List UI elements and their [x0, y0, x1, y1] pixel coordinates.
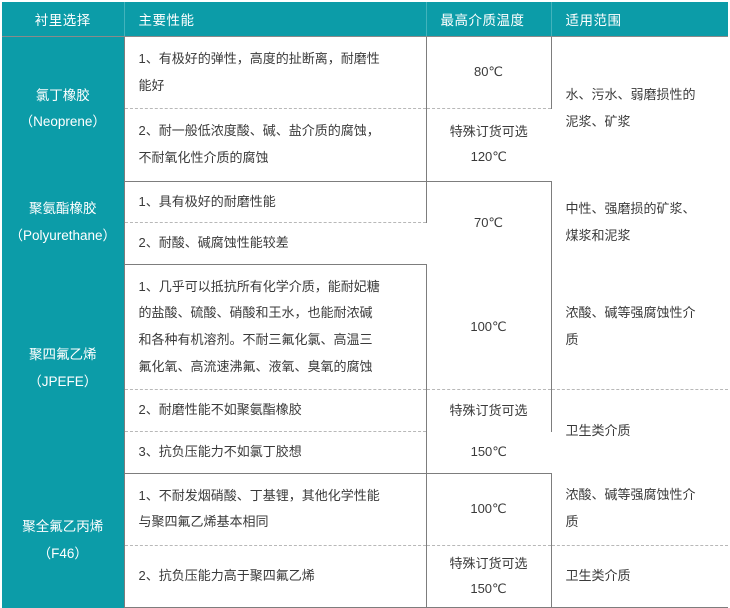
performance-line: 与聚四氟乙烯基本相同	[138, 514, 269, 530]
table-row: 3、抗负压能力不如氯丁胶想 150℃	[2, 431, 728, 474]
performance-line: 的盐酸、硫酸、硝酸和王水，也能耐浓碱	[138, 305, 373, 321]
scope-line: 浓酸、碱等强腐蚀性介	[565, 305, 696, 321]
temp-line: 特殊订货可选	[449, 555, 528, 571]
cell-scope: 浓酸、碱等强腐蚀性介 质	[551, 473, 728, 546]
material-name-cn: 聚全氟乙丙烯	[22, 519, 104, 535]
performance-line: 不耐氧化性介质的腐蚀	[138, 149, 269, 165]
cell-material: 聚四氟乙烯 （JPEFE）	[2, 264, 125, 474]
cell-material: 聚全氟乙丙烯 （F46）	[2, 473, 125, 608]
cell-performance: 1、几乎可以抵抗所有化学介质，能耐妃糖 的盐酸、硫酸、硝酸和王水，也能耐浓碱 和…	[124, 264, 427, 391]
cell-performance: 2、耐磨性能不如聚氨酯橡胶	[124, 389, 427, 433]
table-row: 聚氨酯橡胶 （Polyurethane） 1、具有极好的耐磨性能 70℃ 中性、…	[2, 181, 728, 265]
cell-max-temp: 特殊订货可选 120℃	[426, 108, 551, 182]
table-row: 氯丁橡胶 （Neoprene） 1、有极好的弹性，高度的扯断离，耐磨性 能好 8…	[2, 36, 728, 182]
column-header-scope: 适用范围	[551, 2, 728, 37]
cell-scope: 浓酸、碱等强腐蚀性介 质	[551, 264, 728, 391]
cell-performance: 2、耐酸、碱腐蚀性能较差	[124, 222, 426, 265]
scope-line: 卫生类介质	[565, 423, 631, 439]
performance-line: 1、具有极好的耐磨性能	[138, 193, 276, 209]
performance-line: 1、不耐发烟硝酸、丁基锂，其他化学性能	[138, 487, 380, 503]
scope-line: 质	[565, 514, 579, 530]
material-name-cn: 聚四氟乙烯	[29, 347, 97, 363]
scope-line: 泥浆、矿浆	[565, 114, 631, 130]
performance-line: 3、抗负压能力不如氯丁胶想	[138, 444, 302, 460]
cell-performance: 2、耐一般低浓度酸、碱、盐介质的腐蚀， 不耐氧化性介质的腐蚀	[124, 108, 427, 182]
cell-material: 聚氨酯橡胶 （Polyurethane）	[2, 181, 125, 265]
cell-material: 氯丁橡胶 （Neoprene）	[2, 36, 125, 182]
cell-performance: 1、具有极好的耐磨性能	[124, 181, 427, 224]
temp-line: 特殊订货可选	[449, 402, 528, 418]
cell-scope: 卫生类介质	[551, 389, 728, 474]
temp-line: 150℃	[470, 580, 507, 596]
scope-line: 质	[565, 331, 579, 347]
scope-line: 浓酸、碱等强腐蚀性介	[565, 487, 696, 503]
table-row: 2、耐磨性能不如聚氨酯橡胶 特殊订货可选 卫生类介质	[2, 389, 728, 474]
performance-line: 能好	[138, 77, 165, 93]
performance-line: 和各种有机溶剂。不耐三氟化氯、高温三	[138, 332, 373, 348]
material-name-en: （JPEFE）	[28, 373, 98, 389]
performance-line: 1、几乎可以抵抗所有化学介质，能耐妃糖	[138, 278, 380, 294]
column-header-performance: 主要性能	[124, 2, 427, 37]
cell-max-temp: 100℃	[426, 264, 552, 391]
table-row: 聚四氟乙烯 （JPEFE） 1、几乎可以抵抗所有化学介质，能耐妃糖 的盐酸、硫酸…	[2, 264, 728, 474]
temp-line: 120℃	[470, 148, 507, 164]
material-name-cn: 聚氨酯橡胶	[29, 201, 97, 217]
table-header: 衬里选择 主要性能 最高介质温度 适用范围	[2, 2, 728, 37]
cell-max-temp: 150℃	[426, 431, 551, 474]
header-row: 衬里选择 主要性能 最高介质温度 适用范围	[2, 2, 728, 37]
temp-line: 特殊订货可选	[449, 124, 528, 140]
table-row: 2、耐酸、碱腐蚀性能较差	[2, 222, 728, 265]
performance-line: 氟化氧、高流速沸氟、液氧、臭氧的腐蚀	[138, 358, 373, 374]
temp-line: 150℃	[470, 443, 507, 459]
scope-line: 卫生类介质	[565, 568, 631, 584]
cell-max-temp: 特殊订货可选 150℃	[426, 545, 552, 608]
temp-line: 100℃	[470, 318, 507, 334]
performance-line: 2、耐一般低浓度酸、碱、盐介质的腐蚀，	[138, 123, 380, 139]
scope-line: 中性、强磨损的矿浆、	[565, 201, 696, 217]
cell-performance: 1、有极好的弹性，高度的扯断离，耐磨性 能好	[124, 36, 427, 110]
cell-performance: 2、抗负压能力高于聚四氟乙烯	[124, 545, 427, 608]
material-name-en: （F46）	[37, 545, 88, 561]
performance-line: 2、耐酸、碱腐蚀性能较差	[138, 235, 289, 251]
table-row: 2、耐一般低浓度酸、碱、盐介质的腐蚀， 不耐氧化性介质的腐蚀 特殊订货可选 12…	[2, 108, 728, 182]
performance-line: 1、有极好的弹性，高度的扯断离，耐磨性	[138, 51, 380, 66]
table-body: 氯丁橡胶 （Neoprene） 1、有极好的弹性，高度的扯断离，耐磨性 能好 8…	[2, 36, 728, 608]
material-name-en: （Polyurethane）	[9, 227, 117, 243]
table-row: 聚全氟乙丙烯 （F46） 1、不耐发烟硝酸、丁基锂，其他化学性能 与聚四氟乙烯基…	[2, 473, 728, 608]
cell-performance: 3、抗负压能力不如氯丁胶想	[124, 431, 427, 474]
cell-scope: 水、污水、弱磨损性的 泥浆、矿浆	[551, 36, 728, 182]
material-name-cn: 氯丁橡胶	[35, 87, 90, 103]
material-name-en: （Neoprene）	[19, 114, 106, 130]
cell-scope: 中性、强磨损的矿浆、 煤浆和泥浆	[551, 181, 728, 265]
performance-line: 2、耐磨性能不如聚氨酯橡胶	[138, 402, 302, 418]
cell-max-temp: 特殊订货可选	[426, 389, 552, 432]
column-header-max-temp: 最高介质温度	[426, 2, 552, 37]
column-header-lining: 衬里选择	[2, 2, 125, 37]
cell-performance: 1、不耐发烟硝酸、丁基锂，其他化学性能 与聚四氟乙烯基本相同	[124, 473, 427, 546]
temp-line: 100℃	[470, 500, 507, 516]
scope-line: 水、污水、弱磨损性的	[565, 87, 696, 103]
cell-max-temp: 70℃	[426, 181, 552, 265]
temp-line: 70℃	[473, 214, 504, 230]
scope-line: 煤浆和泥浆	[565, 227, 631, 243]
cell-max-temp: 80℃	[426, 36, 552, 110]
temp-line: 80℃	[473, 64, 504, 80]
cell-scope: 卫生类介质	[551, 545, 728, 608]
performance-line: 2、抗负压能力高于聚四氟乙烯	[138, 568, 315, 584]
cell-max-temp: 100℃	[426, 473, 552, 546]
